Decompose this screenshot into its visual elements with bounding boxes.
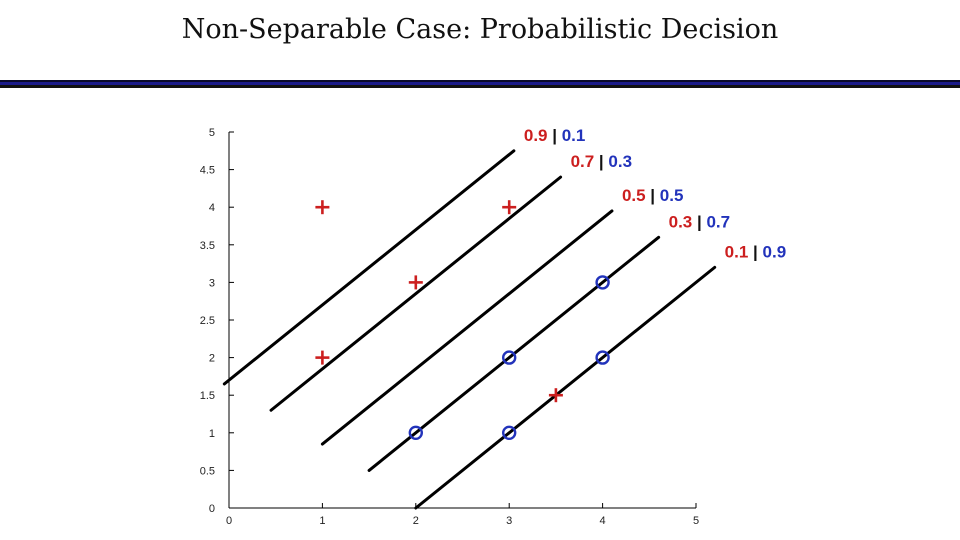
x-tick-label: 4 — [600, 515, 606, 527]
plus-marker — [315, 350, 330, 365]
circle-marker — [595, 275, 610, 290]
y-tick-label: 1.5 — [200, 390, 215, 402]
data-points — [315, 200, 610, 440]
y-tick-label: 2.5 — [200, 315, 215, 327]
line-annotation: 0.7 | 0.3 — [571, 152, 632, 171]
decision-line — [222, 149, 516, 386]
y-tick-label: 4 — [209, 202, 215, 214]
line-annotation: 0.1 | 0.9 — [725, 242, 786, 261]
decision-line — [414, 265, 717, 510]
circle-marker — [502, 350, 517, 365]
y-tick-label: 2 — [209, 353, 215, 365]
y-tick-label: 3 — [209, 277, 215, 289]
line-annotation: 0.5 | 0.5 — [622, 186, 683, 205]
decision-line — [320, 209, 614, 446]
plus-marker — [548, 388, 563, 403]
plus-marker — [502, 200, 517, 215]
title-underline-bar — [0, 80, 960, 88]
slide-title: Non-Separable Case: Probabilistic Decisi… — [181, 14, 779, 45]
circle-marker — [595, 350, 610, 365]
plot-axes: 0 0.5 1 1.5 2 2.5 3 3.5 4 4.5 5 0 1 2 3 4 5 — [200, 127, 699, 527]
y-tick-label: 0 — [209, 503, 215, 515]
line-annotation: 0.3 | 0.7 — [669, 212, 730, 231]
circle-marker — [408, 425, 423, 440]
line-annotation: 0.9 | 0.1 — [524, 126, 585, 145]
y-tick-label: 0.5 — [200, 465, 215, 477]
y-tick-label: 3.5 — [200, 240, 215, 252]
y-tick-label: 5 — [209, 127, 215, 139]
plus-marker — [408, 275, 423, 290]
plus-marker — [315, 200, 330, 215]
decision-lines — [222, 149, 717, 510]
x-tick-label: 5 — [693, 515, 699, 527]
y-tick-label: 1 — [209, 428, 215, 440]
x-tick-label: 2 — [413, 515, 419, 527]
decision-line — [269, 175, 563, 412]
line-annotations: 0.9 | 0.1 0.7 | 0.3 0.5 | 0.5 0.3 | 0.7 0.1 … — [524, 126, 786, 262]
x-tick-label: 3 — [506, 515, 512, 527]
circle-marker — [502, 425, 517, 440]
x-tick-label: 0 — [226, 515, 232, 527]
y-tick-label: 4.5 — [200, 165, 215, 177]
x-tick-label: 1 — [319, 515, 325, 527]
